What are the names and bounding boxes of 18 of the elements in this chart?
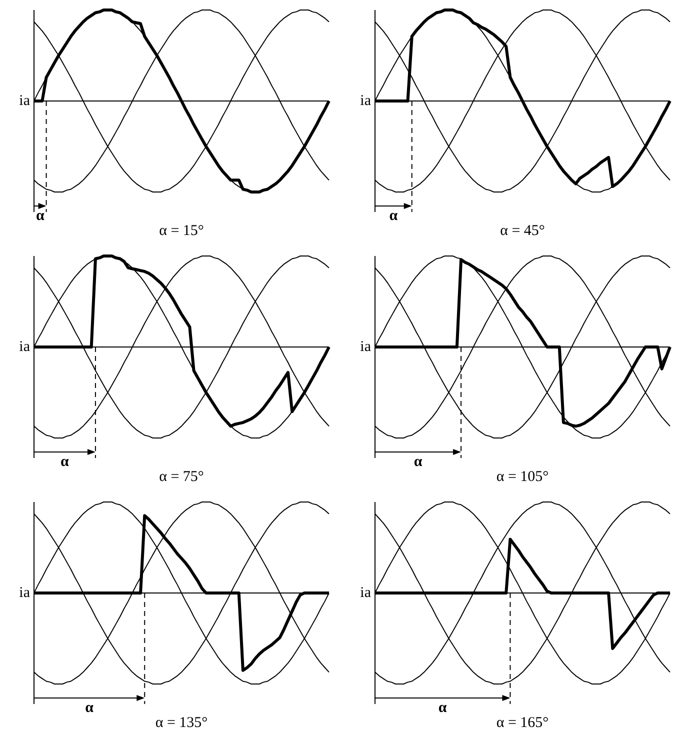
y-axis-title: ia: [360, 92, 372, 109]
text: α = 165°: [496, 714, 549, 731]
text: α = 105°: [496, 468, 549, 485]
text: α: [389, 208, 398, 225]
text: α = 45°: [500, 222, 545, 239]
y-axis-title: ia: [19, 338, 30, 355]
y-axis-title: ia: [19, 92, 30, 109]
y-axis-title: ia: [360, 584, 372, 601]
text: α: [438, 700, 447, 717]
text: α = 135°: [155, 714, 208, 731]
text: α: [414, 454, 422, 471]
text: α = 75°: [159, 468, 204, 485]
text: α: [60, 454, 69, 471]
text: α: [85, 700, 94, 717]
y-axis-title: ia: [360, 338, 372, 355]
y-axis-title: ia: [19, 584, 30, 601]
text: α = 15°: [159, 222, 204, 239]
text: α: [36, 208, 44, 225]
